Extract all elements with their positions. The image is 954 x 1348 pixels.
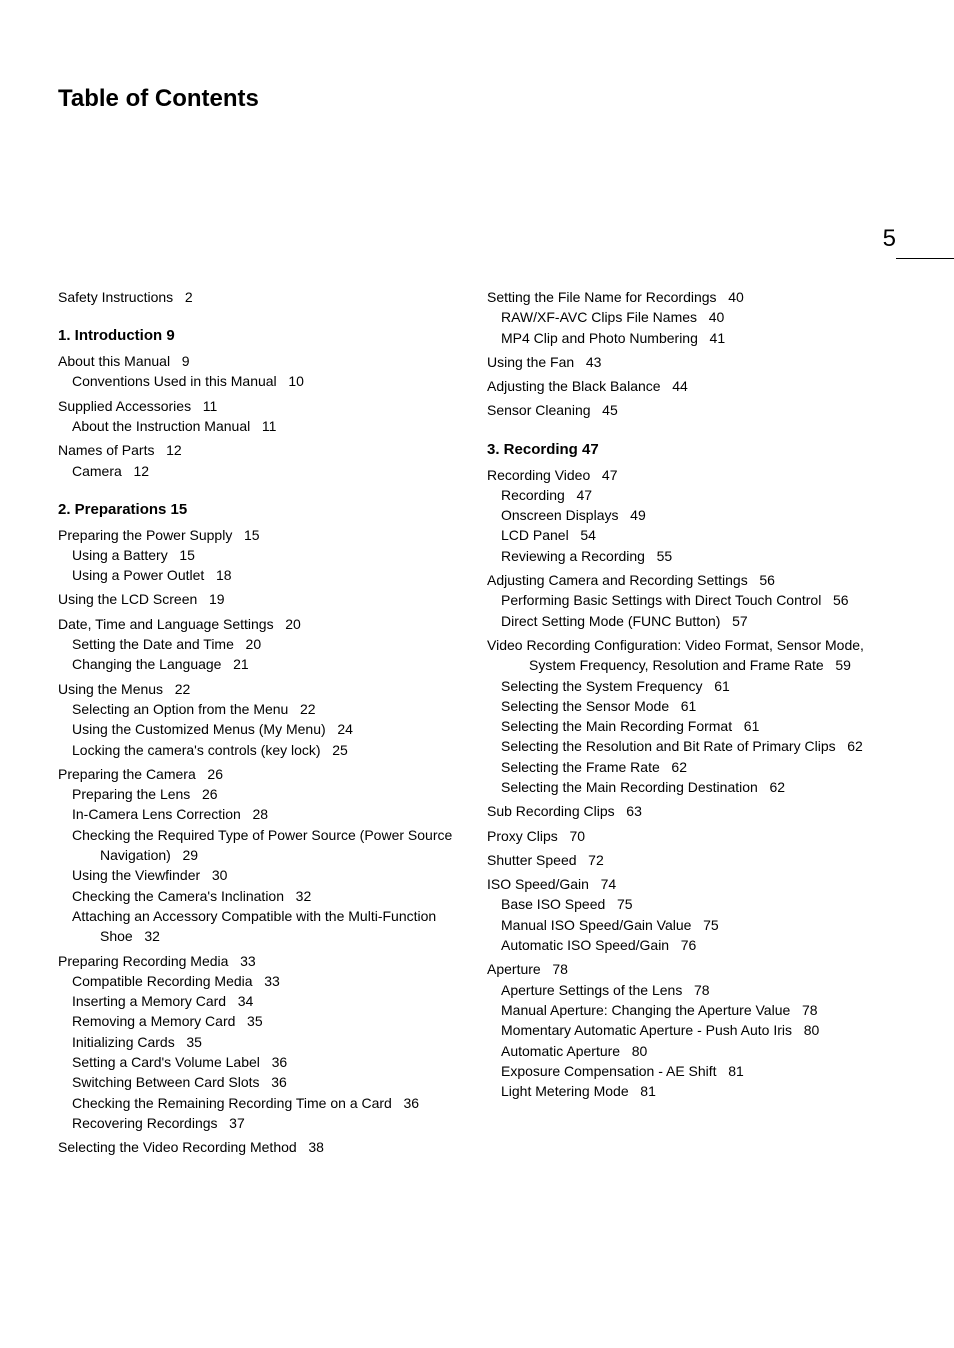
toc-entry: Date, Time and Language Settings 20 bbox=[58, 614, 467, 634]
toc-entry: Names of Parts 12 bbox=[58, 440, 467, 460]
toc-columns: Safety Instructions 2 1. Introduction 9 Ab… bbox=[58, 287, 896, 1157]
toc-entry: LCD Panel 54 bbox=[501, 525, 896, 545]
toc-entry: Using a Battery 15 bbox=[72, 545, 467, 565]
toc-entry: Camera 12 bbox=[72, 461, 467, 481]
toc-entry: Selecting the System Frequency 61 bbox=[501, 676, 896, 696]
toc-entry: Setting the Date and Time 20 bbox=[72, 634, 467, 654]
toc-entry: Sensor Cleaning 45 bbox=[487, 400, 896, 420]
toc-section-heading: 1. Introduction 9 bbox=[58, 325, 467, 347]
toc-entry: Manual ISO Speed/Gain Value 75 bbox=[501, 915, 896, 935]
toc-entry: Performing Basic Settings with Direct To… bbox=[501, 590, 896, 610]
toc-entry: Selecting the Main Recording Destination… bbox=[501, 777, 896, 797]
toc-entry: About the Instruction Manual 11 bbox=[72, 416, 467, 436]
toc-entry: Attaching an Accessory Compatible with t… bbox=[72, 906, 467, 947]
toc-entry: Proxy Clips 70 bbox=[487, 826, 896, 846]
toc-entry: Locking the camera's controls (key lock)… bbox=[72, 740, 467, 760]
toc-entry: Video Recording Configuration: Video For… bbox=[487, 635, 896, 676]
toc-section-heading: 2. Preparations 15 bbox=[58, 499, 467, 521]
toc-entry: Changing the Language 21 bbox=[72, 654, 467, 674]
toc-entry: Setting the File Name for Recordings 40 bbox=[487, 287, 896, 307]
toc-entry: Using a Power Outlet 18 bbox=[72, 565, 467, 585]
toc-entry: Initializing Cards 35 bbox=[72, 1032, 467, 1052]
toc-entry: Exposure Compensation - AE Shift 81 bbox=[501, 1061, 896, 1081]
toc-entry: MP4 Clip and Photo Numbering 41 bbox=[501, 328, 896, 348]
toc-entry: Switching Between Card Slots 36 bbox=[72, 1072, 467, 1092]
toc-entry: Preparing the Camera 26 bbox=[58, 764, 467, 784]
toc-entry: Automatic Aperture 80 bbox=[501, 1041, 896, 1061]
toc-entry: Setting a Card's Volume Label 36 bbox=[72, 1052, 467, 1072]
toc-entry: Using the Fan 43 bbox=[487, 352, 896, 372]
toc-entry: Sub Recording Clips 63 bbox=[487, 801, 896, 821]
toc-entry: Reviewing a Recording 55 bbox=[501, 546, 896, 566]
toc-entry: Adjusting the Black Balance 44 bbox=[487, 376, 896, 396]
toc-entry: Recording 47 bbox=[501, 485, 896, 505]
page-number: 5 bbox=[883, 225, 896, 253]
page-title: Table of Contents bbox=[58, 85, 896, 113]
toc-entry: Checking the Remaining Recording Time on… bbox=[72, 1093, 467, 1113]
toc-entry: Direct Setting Mode (FUNC Button) 57 bbox=[501, 611, 896, 631]
toc-entry: Aperture 78 bbox=[487, 959, 896, 979]
toc-entry: Selecting the Video Recording Method 38 bbox=[58, 1137, 467, 1157]
toc-entry: Manual Aperture: Changing the Aperture V… bbox=[501, 1000, 896, 1020]
toc-entry: Checking the Camera's Inclination 32 bbox=[72, 886, 467, 906]
toc-entry: Preparing the Lens 26 bbox=[72, 784, 467, 804]
toc-entry: About this Manual 9 bbox=[58, 351, 467, 371]
toc-entry: In-Camera Lens Correction 28 bbox=[72, 804, 467, 824]
toc-entry: Automatic ISO Speed/Gain 76 bbox=[501, 935, 896, 955]
toc-entry: Preparing the Power Supply 15 bbox=[58, 525, 467, 545]
toc-entry: Recovering Recordings 37 bbox=[72, 1113, 467, 1133]
right-column: Setting the File Name for Recordings 40R… bbox=[487, 287, 896, 1157]
toc-entry: Using the LCD Screen 19 bbox=[58, 589, 467, 609]
toc-entry: Onscreen Displays 49 bbox=[501, 505, 896, 525]
toc-entry: Selecting the Sensor Mode 61 bbox=[501, 696, 896, 716]
toc-entry: Conventions Used in this Manual 10 bbox=[72, 371, 467, 391]
toc-entry: Selecting the Frame Rate 62 bbox=[501, 757, 896, 777]
toc-entry: Preparing Recording Media 33 bbox=[58, 951, 467, 971]
toc-entry: Removing a Memory Card 35 bbox=[72, 1011, 467, 1031]
toc-entry: Selecting the Main Recording Format 61 bbox=[501, 716, 896, 736]
toc-entry: Safety Instructions 2 bbox=[58, 287, 467, 307]
toc-entry: Recording Video 47 bbox=[487, 465, 896, 485]
toc-entry: Momentary Automatic Aperture - Push Auto… bbox=[501, 1020, 896, 1040]
left-column: Safety Instructions 2 1. Introduction 9 Ab… bbox=[58, 287, 467, 1157]
toc-entry: Base ISO Speed 75 bbox=[501, 894, 896, 914]
toc-entry: Adjusting Camera and Recording Settings … bbox=[487, 570, 896, 590]
toc-entry: ISO Speed/Gain 74 bbox=[487, 874, 896, 894]
toc-entry: Aperture Settings of the Lens 78 bbox=[501, 980, 896, 1000]
toc-section-heading: 3. Recording 47 bbox=[487, 439, 896, 461]
toc-entry: Compatible Recording Media 33 bbox=[72, 971, 467, 991]
toc-entry: Light Metering Mode 81 bbox=[501, 1081, 896, 1101]
toc-entry: Using the Customized Menus (My Menu) 24 bbox=[72, 719, 467, 739]
page-number-underline bbox=[896, 258, 954, 259]
toc-entry: Inserting a Memory Card 34 bbox=[72, 991, 467, 1011]
toc-entry: Shutter Speed 72 bbox=[487, 850, 896, 870]
toc-entry: Checking the Required Type of Power Sour… bbox=[72, 825, 467, 866]
toc-entry: Supplied Accessories 11 bbox=[58, 396, 467, 416]
toc-entry: Selecting an Option from the Menu 22 bbox=[72, 699, 467, 719]
toc-entry: Using the Viewfinder 30 bbox=[72, 865, 467, 885]
toc-entry: RAW/XF-AVC Clips File Names 40 bbox=[501, 307, 896, 327]
toc-entry: Using the Menus 22 bbox=[58, 679, 467, 699]
toc-entry: Selecting the Resolution and Bit Rate of… bbox=[501, 736, 896, 756]
